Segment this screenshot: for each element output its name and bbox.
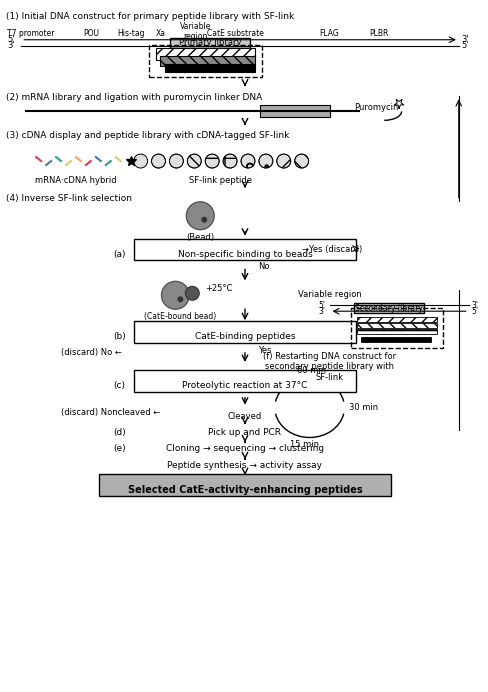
Text: (e): (e) [113, 444, 125, 453]
Text: (1) Initial DNA construct for primary peptide library with SF-link: (1) Initial DNA construct for primary pe… [6, 12, 294, 21]
Circle shape [151, 154, 165, 168]
Text: CatE-binding peptides: CatE-binding peptides [194, 332, 295, 341]
Text: 5': 5' [461, 42, 468, 51]
Circle shape [241, 154, 254, 168]
Text: 3': 3' [471, 301, 478, 310]
Text: 5': 5' [471, 307, 478, 316]
Text: →Yes (discard): →Yes (discard) [301, 244, 361, 253]
Text: (f) Restarting DNA construct for
secondary peptide library with
SF-link: (f) Restarting DNA construct for seconda… [263, 352, 395, 382]
Text: 30 min: 30 min [349, 403, 378, 412]
Text: Variable
region: Variable region [179, 22, 210, 42]
Circle shape [133, 154, 147, 168]
FancyBboxPatch shape [357, 323, 436, 328]
FancyBboxPatch shape [133, 370, 356, 392]
Text: POU: POU [82, 29, 99, 38]
Text: mRNA·cDNA hybrid: mRNA·cDNA hybrid [35, 176, 117, 185]
FancyBboxPatch shape [361, 337, 430, 342]
Text: (3) cDNA display and peptide library with cDNA-tagged SF-link: (3) cDNA display and peptide library wit… [6, 131, 289, 140]
FancyBboxPatch shape [165, 64, 254, 71]
Circle shape [201, 217, 207, 223]
Text: Non-specific binding to beads: Non-specific binding to beads [177, 250, 312, 259]
FancyBboxPatch shape [260, 105, 329, 118]
Circle shape [223, 154, 237, 168]
Circle shape [205, 154, 219, 168]
Text: PLBR: PLBR [369, 29, 388, 38]
FancyBboxPatch shape [357, 317, 436, 322]
Text: T7 promoter: T7 promoter [7, 29, 55, 38]
FancyBboxPatch shape [170, 38, 249, 48]
Circle shape [161, 282, 189, 309]
Text: Proteolytic reaction at 37°C: Proteolytic reaction at 37°C [182, 381, 307, 390]
Text: +25°C: +25°C [205, 284, 232, 293]
Text: (discard) No ←: (discard) No ← [61, 348, 122, 357]
Text: Selected CatE-activity-enhancing peptides: Selected CatE-activity-enhancing peptide… [127, 485, 362, 495]
Text: Cloning → sequencing → clustering: Cloning → sequencing → clustering [165, 444, 324, 453]
Circle shape [185, 286, 199, 300]
FancyBboxPatch shape [354, 303, 423, 313]
Text: CatE substrate: CatE substrate [206, 29, 263, 38]
Text: (Bead): (Bead) [186, 233, 214, 242]
Text: (b): (b) [113, 332, 125, 341]
Text: 5': 5' [318, 301, 325, 310]
Text: Variable region: Variable region [297, 291, 361, 300]
Text: Xa: Xa [155, 29, 165, 38]
Text: 60 min: 60 min [296, 366, 325, 375]
Text: No: No [257, 262, 269, 271]
Text: FLAG: FLAG [319, 29, 339, 38]
Text: Puromycin: Puromycin [354, 103, 398, 112]
Text: His-tag: His-tag [117, 29, 144, 38]
Text: SF-link peptide: SF-link peptide [188, 176, 251, 185]
FancyBboxPatch shape [357, 329, 436, 334]
FancyBboxPatch shape [160, 55, 254, 66]
Text: Yes: Yes [257, 346, 271, 355]
Text: Peptide synthesis → activity assay: Peptide synthesis → activity assay [167, 462, 322, 471]
Circle shape [294, 154, 308, 168]
Circle shape [186, 202, 214, 230]
Text: 5': 5' [8, 35, 15, 44]
FancyBboxPatch shape [99, 474, 390, 496]
Text: (d): (d) [113, 428, 125, 437]
Circle shape [187, 154, 201, 168]
Circle shape [258, 154, 272, 168]
Text: (CatE-bound bead): (CatE-bound bead) [144, 312, 216, 321]
Text: Cleaved: Cleaved [227, 412, 262, 421]
Text: (4) Inverse SF-link selection: (4) Inverse SF-link selection [6, 194, 132, 203]
Text: Pick up and PCR: Pick up and PCR [208, 428, 281, 437]
FancyBboxPatch shape [133, 239, 356, 260]
Text: (c): (c) [113, 381, 125, 390]
Text: 15 min: 15 min [289, 441, 319, 450]
Text: Secondary library: Secondary library [354, 304, 422, 313]
Circle shape [169, 154, 183, 168]
FancyBboxPatch shape [133, 321, 356, 343]
Text: 3': 3' [8, 42, 15, 51]
Text: 3': 3' [461, 35, 468, 44]
Text: (2) mRNA library and ligation with puromycin linker DNA: (2) mRNA library and ligation with purom… [6, 93, 262, 102]
Circle shape [177, 296, 183, 302]
Text: Primary library: Primary library [179, 38, 241, 47]
Text: (a): (a) [113, 250, 125, 259]
Text: (discard) Noncleaved ←: (discard) Noncleaved ← [61, 408, 160, 417]
Text: 3': 3' [318, 307, 325, 316]
Circle shape [276, 154, 290, 168]
FancyBboxPatch shape [155, 48, 254, 60]
